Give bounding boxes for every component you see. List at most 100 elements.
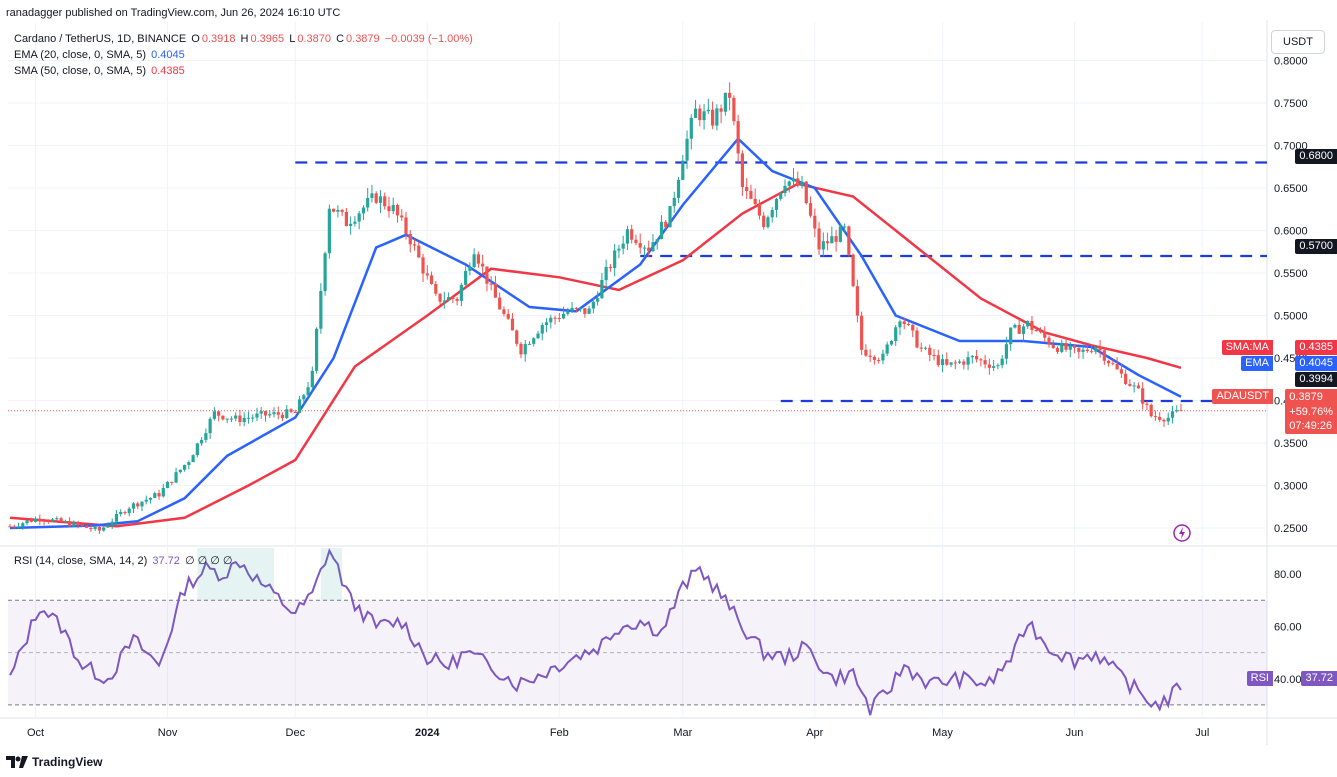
candle-body	[1081, 349, 1085, 352]
ema-legend-label: EMA (20, close, 0, SMA, 5)	[14, 49, 147, 61]
candle	[1000, 355, 1004, 369]
candle-body	[289, 409, 293, 412]
rsi-legend[interactable]: RSI (14, close, SMA, 14, 2) 37.72 ∅ ∅ ∅ …	[14, 554, 234, 568]
candle	[204, 428, 208, 443]
candle-body	[144, 499, 148, 502]
candle	[68, 517, 72, 528]
candle	[1124, 369, 1128, 385]
candle	[221, 415, 225, 421]
candle	[651, 233, 655, 253]
candle-body	[182, 464, 187, 470]
candle	[165, 481, 170, 489]
price-tick-label: 0.8000	[1274, 56, 1308, 68]
candle-body	[1166, 417, 1170, 422]
candle	[1136, 382, 1141, 389]
candle-body	[544, 322, 549, 326]
candle-body	[16, 526, 21, 528]
candle	[574, 307, 578, 313]
candle	[481, 254, 485, 275]
candle	[336, 205, 340, 218]
candle	[370, 184, 374, 203]
ema-path	[9, 136, 1182, 530]
candle-body	[975, 355, 979, 360]
candle	[200, 437, 204, 446]
tradingview-logo[interactable]: TradingView	[6, 755, 102, 769]
candle	[63, 519, 67, 524]
candle-body	[992, 366, 996, 368]
candle-body	[519, 343, 523, 355]
candle	[877, 357, 881, 364]
ema-tag-value: 0.4045	[1295, 356, 1337, 371]
candle-body	[140, 501, 144, 507]
candle	[983, 354, 987, 369]
candle-body	[561, 313, 566, 319]
candle-body	[221, 415, 225, 420]
candle-body	[68, 521, 72, 527]
candle	[46, 519, 50, 524]
candle-body	[787, 181, 791, 186]
candle	[527, 341, 532, 345]
ema-legend[interactable]: EMA (20, close, 0, SMA, 5) 0.4045	[14, 48, 187, 62]
candle	[604, 259, 608, 289]
candle	[1021, 324, 1026, 342]
open-value: 0.3918	[201, 33, 236, 45]
candle	[757, 199, 762, 220]
time-tick-label: May	[932, 727, 953, 739]
candle	[242, 412, 246, 427]
candle	[796, 171, 800, 188]
lightning-icon[interactable]	[1172, 523, 1192, 543]
candle	[1111, 359, 1115, 366]
candle-body	[174, 472, 178, 483]
candle-body	[387, 206, 391, 212]
candle-body	[344, 211, 348, 227]
candle-body	[1038, 331, 1043, 333]
symbol-legend[interactable]: Cardano / TetherUS, 1D, BINANCE O 0.3918 …	[14, 32, 475, 46]
candle	[89, 525, 93, 532]
candle-body	[46, 521, 50, 523]
candle	[468, 262, 472, 276]
price-tick-label: 0.7500	[1274, 98, 1308, 110]
candle-body	[55, 518, 59, 520]
candle	[38, 514, 42, 525]
price-tick-label: 0.2500	[1274, 523, 1308, 535]
candle	[630, 224, 634, 244]
candle-body	[762, 215, 766, 228]
candle-body	[383, 196, 387, 207]
candle	[962, 359, 966, 370]
candle	[847, 225, 851, 257]
candle-body	[72, 522, 76, 527]
candle	[106, 522, 110, 529]
candle	[131, 502, 136, 514]
candle	[949, 362, 953, 368]
candle	[617, 244, 621, 259]
candle	[25, 520, 29, 526]
candle	[868, 349, 872, 362]
candle	[536, 330, 540, 340]
last-price-change: +59.76%	[1289, 405, 1333, 418]
candle-body	[217, 411, 221, 416]
candle-body	[940, 359, 945, 366]
sma-legend[interactable]: SMA (50, close, 0, SMA, 5) 0.4385	[14, 64, 187, 78]
candle-body	[489, 283, 493, 285]
candle	[50, 518, 55, 523]
candle-body	[510, 318, 515, 331]
candle	[464, 266, 468, 286]
candle	[549, 314, 553, 329]
price-tick-label: 0.5000	[1274, 311, 1308, 323]
rsi-tick-label: 60.00	[1274, 621, 1302, 633]
candle	[864, 344, 868, 357]
candle-body	[1021, 326, 1026, 334]
rsi-line	[9, 547, 1182, 716]
rsi-legend-extra: ∅ ∅ ∅ ∅	[184, 555, 233, 567]
currency-button[interactable]: USDT	[1271, 30, 1325, 54]
horizontal-levels[interactable]	[8, 161, 1267, 412]
candle-body	[979, 359, 983, 361]
candle	[1132, 382, 1136, 393]
time-tick-label: Dec	[286, 727, 306, 739]
candle	[783, 179, 787, 197]
candle-body	[774, 198, 779, 210]
candle	[1145, 401, 1149, 410]
candle	[625, 225, 630, 250]
candle-body	[868, 355, 872, 357]
